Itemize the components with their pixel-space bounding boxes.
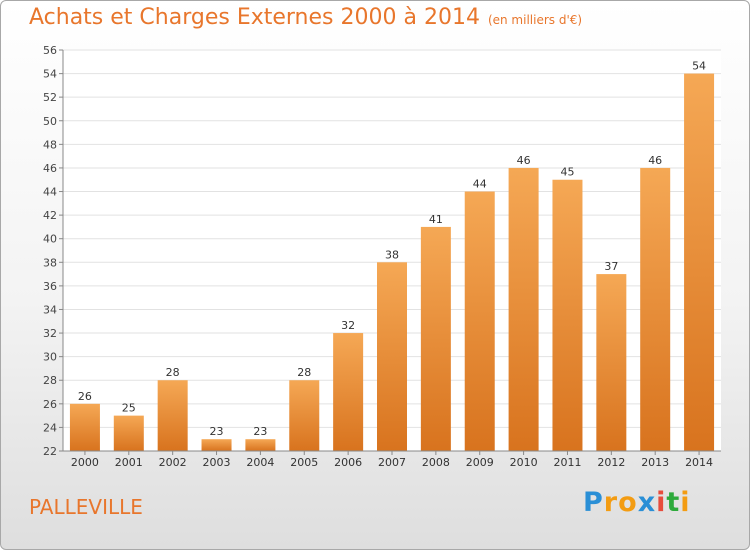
bar-value-label: 23 xyxy=(253,425,267,438)
y-tick-label: 46 xyxy=(43,162,57,175)
bar-value-label: 54 xyxy=(692,60,706,73)
y-tick-label: 24 xyxy=(43,421,57,434)
bar-value-label: 44 xyxy=(473,178,487,191)
y-tick-label: 32 xyxy=(43,327,57,340)
bar xyxy=(464,191,495,451)
bar xyxy=(157,380,188,451)
y-tick-label: 56 xyxy=(43,44,57,57)
bar xyxy=(289,380,320,451)
logo-letter: P xyxy=(583,487,604,518)
bar xyxy=(420,226,451,451)
bar-value-label: 38 xyxy=(385,248,399,261)
bar xyxy=(201,439,232,451)
bar xyxy=(508,167,539,452)
bar xyxy=(684,73,715,452)
bar xyxy=(596,274,627,451)
bars-layer: 26 25 28 23 23 28 32 38 41 44 46 45 37 46 54 xyxy=(69,60,715,452)
logo-letter: o xyxy=(618,487,638,518)
x-tick-label: 2000 xyxy=(71,456,99,469)
y-tick-label: 26 xyxy=(43,398,57,411)
x-tick-label: 2010 xyxy=(510,456,538,469)
y-tick-label: 54 xyxy=(43,68,57,81)
logo-letter: t xyxy=(666,487,681,518)
logo-letter: x xyxy=(637,487,657,518)
bar-value-label: 41 xyxy=(429,213,443,226)
bar xyxy=(377,262,407,451)
x-tick-label: 2012 xyxy=(597,456,625,469)
y-tick-label: 48 xyxy=(43,138,57,151)
bar-value-label: 45 xyxy=(560,166,574,179)
bar-value-label: 25 xyxy=(122,402,136,415)
y-tick-label: 22 xyxy=(43,445,57,458)
logo-letter: i xyxy=(656,487,667,518)
bar xyxy=(333,333,364,451)
axis-layer: 22 24 26 28 30 32 34 36 38 40 42 44 46 48 50 52 54 56 2000… xyxy=(43,44,721,469)
x-tick-label: 2007 xyxy=(378,456,406,469)
y-tick-label: 36 xyxy=(43,280,57,293)
bar xyxy=(69,403,100,451)
title-text: Achats et Charges Externes 2000 à 2014 xyxy=(29,5,480,30)
x-tick-label: 2001 xyxy=(115,456,143,469)
y-tick-label: 40 xyxy=(43,233,57,246)
bar-value-label: 32 xyxy=(341,319,355,332)
chart-title: Achats et Charges Externes 2000 à 2014 (e… xyxy=(29,5,582,30)
bar xyxy=(552,179,583,451)
y-tick-label: 50 xyxy=(43,115,57,128)
x-tick-label: 2004 xyxy=(246,456,274,469)
x-tick-label: 2009 xyxy=(466,456,494,469)
bar-value-label: 46 xyxy=(517,154,531,167)
y-tick-label: 28 xyxy=(43,374,57,387)
y-tick-label: 52 xyxy=(43,91,57,104)
x-tick-label: 2003 xyxy=(203,456,231,469)
y-tick-label: 42 xyxy=(43,209,57,222)
bar xyxy=(640,167,671,452)
y-tick-label: 34 xyxy=(43,303,57,316)
bar-value-label: 28 xyxy=(166,366,180,379)
bar xyxy=(245,439,276,451)
bar-value-label: 23 xyxy=(210,425,224,438)
x-tick-label: 2014 xyxy=(685,456,713,469)
y-tick-label: 30 xyxy=(43,351,57,364)
x-tick-label: 2002 xyxy=(159,456,187,469)
proxiti-logo: Proxiti xyxy=(583,487,691,518)
x-tick-label: 2006 xyxy=(334,456,362,469)
x-tick-label: 2011 xyxy=(553,456,581,469)
bar-value-label: 46 xyxy=(648,154,662,167)
bar xyxy=(113,415,144,451)
x-tick-label: 2013 xyxy=(641,456,669,469)
commune-name: PALLEVILLE xyxy=(29,495,143,519)
logo-letter: i xyxy=(680,487,691,518)
chart-subtitle: (en milliers d'€) xyxy=(487,13,583,27)
logo-letter: r xyxy=(603,487,619,518)
y-tick-label: 44 xyxy=(43,186,57,199)
bar-value-label: 28 xyxy=(297,366,311,379)
bar-value-label: 26 xyxy=(78,390,92,403)
bar-value-label: 37 xyxy=(604,260,618,273)
x-tick-label: 2008 xyxy=(422,456,450,469)
x-tick-label: 2005 xyxy=(290,456,318,469)
y-tick-label: 38 xyxy=(43,256,57,269)
